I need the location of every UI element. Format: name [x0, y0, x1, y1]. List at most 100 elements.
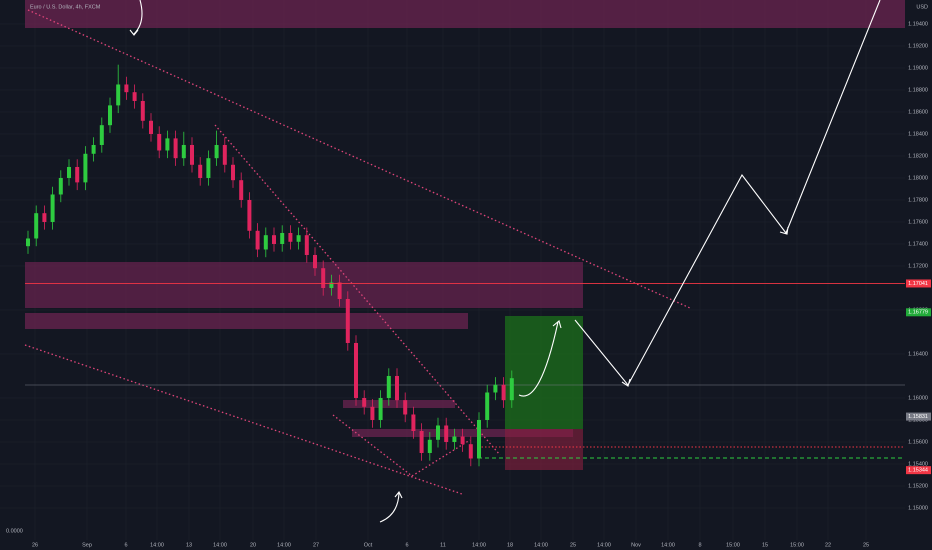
candle-body	[140, 100, 145, 121]
candle-body	[214, 144, 219, 159]
x-tick-label: 22	[825, 542, 831, 548]
candle-body	[468, 444, 473, 459]
x-tick-label: Oct	[364, 542, 373, 548]
axis: 1.150001.152001.154001.156001.158001.160…	[32, 21, 931, 548]
candle-body	[485, 392, 490, 420]
candle-body	[190, 144, 194, 165]
x-tick-label: 25	[863, 542, 869, 548]
candle-body	[263, 235, 268, 250]
candle-body	[436, 425, 440, 440]
trend-lines	[24, 9, 691, 495]
plot	[25, 64, 905, 467]
y-tick-label: 1.16000	[908, 395, 928, 401]
y-tick-label: 1.15600	[908, 439, 928, 445]
y-tick-label: 1.18800	[908, 87, 928, 93]
candle-body	[395, 375, 399, 401]
price-label: 1.17041	[908, 281, 928, 287]
x-tick-label: 15	[762, 542, 768, 548]
y-tick-label: 1.17600	[908, 219, 928, 225]
candle-body	[50, 194, 55, 222]
candle-body	[181, 144, 186, 159]
candle-body	[304, 235, 309, 255]
x-tick-label: Sep	[82, 542, 92, 548]
price-label-bg	[906, 308, 931, 317]
trend-line	[332, 414, 413, 477]
price-label: 1.16779	[908, 310, 928, 316]
price-label: 1.15831	[908, 414, 928, 420]
candle-body	[337, 282, 342, 299]
x-tick-label: 13	[186, 542, 192, 548]
candle-body	[239, 180, 244, 200]
trend-line	[24, 344, 463, 495]
price-label-bg	[906, 412, 931, 421]
candle-body	[288, 232, 293, 242]
candle-body	[42, 213, 47, 222]
y-tick-label: 1.18400	[908, 131, 928, 137]
candle-body	[173, 138, 178, 159]
x-tick-label: 14:00	[213, 542, 227, 548]
y-tick-label: 1.17800	[908, 197, 928, 203]
candle-body	[411, 414, 416, 431]
candle-body	[99, 125, 104, 145]
x-tick-label: 14:00	[597, 542, 611, 548]
candle-body	[255, 230, 260, 250]
x-tick-label: 26	[32, 542, 38, 548]
supply-zone	[25, 0, 905, 28]
zone	[343, 400, 455, 408]
supply-zone	[25, 313, 468, 329]
candle-body	[198, 164, 203, 178]
candle-body	[403, 400, 408, 415]
y-tick-label: 1.18600	[908, 109, 928, 115]
x-tick-label: 15:00	[726, 542, 740, 548]
candle-body	[452, 436, 457, 442]
x-tick-label: Nov	[631, 542, 641, 548]
x-tick-label: 6	[405, 542, 408, 548]
x-tick-label: 25	[570, 542, 576, 548]
candle-body	[460, 436, 465, 445]
candle-body	[321, 268, 326, 288]
candle-body	[345, 298, 350, 343]
trend-line	[411, 439, 471, 477]
x-tick-label: 15:00	[790, 542, 804, 548]
candle-body	[165, 138, 170, 151]
y-tick-label: 1.15400	[908, 461, 928, 467]
y-tick-label: 1.19200	[908, 43, 928, 49]
candle-body	[132, 92, 137, 101]
candle-body	[67, 166, 71, 178]
trend-line	[27, 9, 691, 309]
arrow	[379, 490, 403, 523]
y-tick-label: 1.16400	[908, 351, 928, 357]
y-tick-label: 1.18000	[908, 175, 928, 181]
candle-body	[386, 375, 391, 398]
x-tick-label: 18	[507, 542, 513, 548]
candle-body	[58, 177, 63, 195]
y-tick-label: 1.19400	[908, 21, 928, 27]
candle-body	[124, 84, 129, 93]
candle-body	[427, 439, 432, 453]
trend-line	[214, 124, 501, 456]
y-tick-label: 1.19000	[908, 65, 928, 71]
candle-body	[231, 164, 235, 181]
candle-body	[157, 133, 162, 151]
x-tick-label: 8	[698, 542, 701, 548]
bottom-label: 0.0000	[6, 528, 23, 534]
candle-body	[378, 397, 383, 420]
forecast-path	[574, 0, 881, 387]
candle-body	[296, 235, 301, 242]
candle-body	[247, 199, 252, 231]
candle-body	[509, 378, 514, 401]
candle-body	[329, 282, 334, 288]
candle-body	[354, 342, 358, 398]
candle-body	[419, 430, 424, 453]
x-tick-label: 14:00	[472, 542, 486, 548]
y-tick-label: 1.17400	[908, 241, 928, 247]
candle-body	[370, 406, 375, 420]
price-label-bg	[906, 466, 931, 475]
candle-body	[280, 232, 285, 244]
candle-body	[362, 397, 367, 407]
x-tick-label: 27	[313, 542, 319, 548]
x-tick-label: 11	[440, 542, 446, 548]
candle-body	[272, 235, 276, 244]
price-label-bg	[906, 279, 931, 288]
